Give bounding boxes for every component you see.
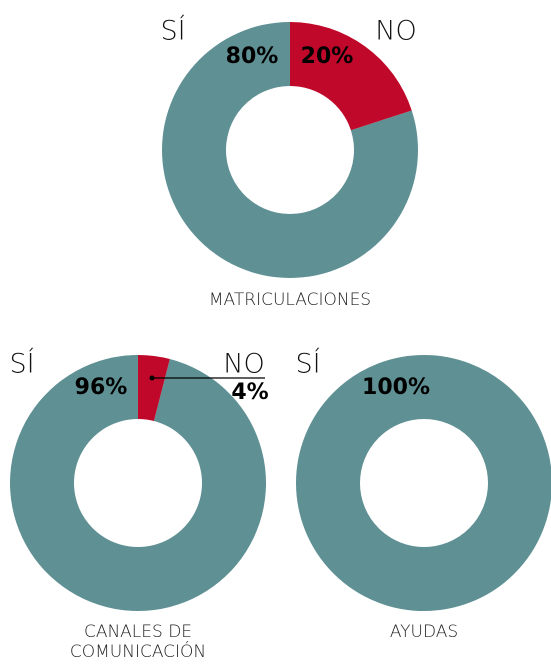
donut-slice	[290, 22, 412, 131]
value-label: 96%	[75, 375, 128, 400]
value-label: 4%	[231, 380, 268, 405]
donut-slice	[138, 355, 170, 422]
value-label: 100%	[362, 375, 430, 400]
chart-title: MATRICULACIONES	[208, 290, 372, 310]
chart-title: CANALES DE COMUNICACIÓN	[69, 622, 207, 662]
category-label: SÍ	[295, 348, 320, 380]
category-label: NO	[375, 16, 416, 47]
donut-slice	[9, 355, 266, 611]
value-label: 20%	[301, 44, 354, 69]
category-label: NO	[223, 349, 264, 380]
category-label: SÍ	[160, 15, 185, 47]
category-label: SÍ	[9, 348, 34, 380]
chart-title: AYUDAS	[389, 622, 459, 642]
donut-slice	[296, 355, 551, 611]
donut-slice	[162, 22, 419, 278]
value-label: 80%	[226, 44, 279, 69]
